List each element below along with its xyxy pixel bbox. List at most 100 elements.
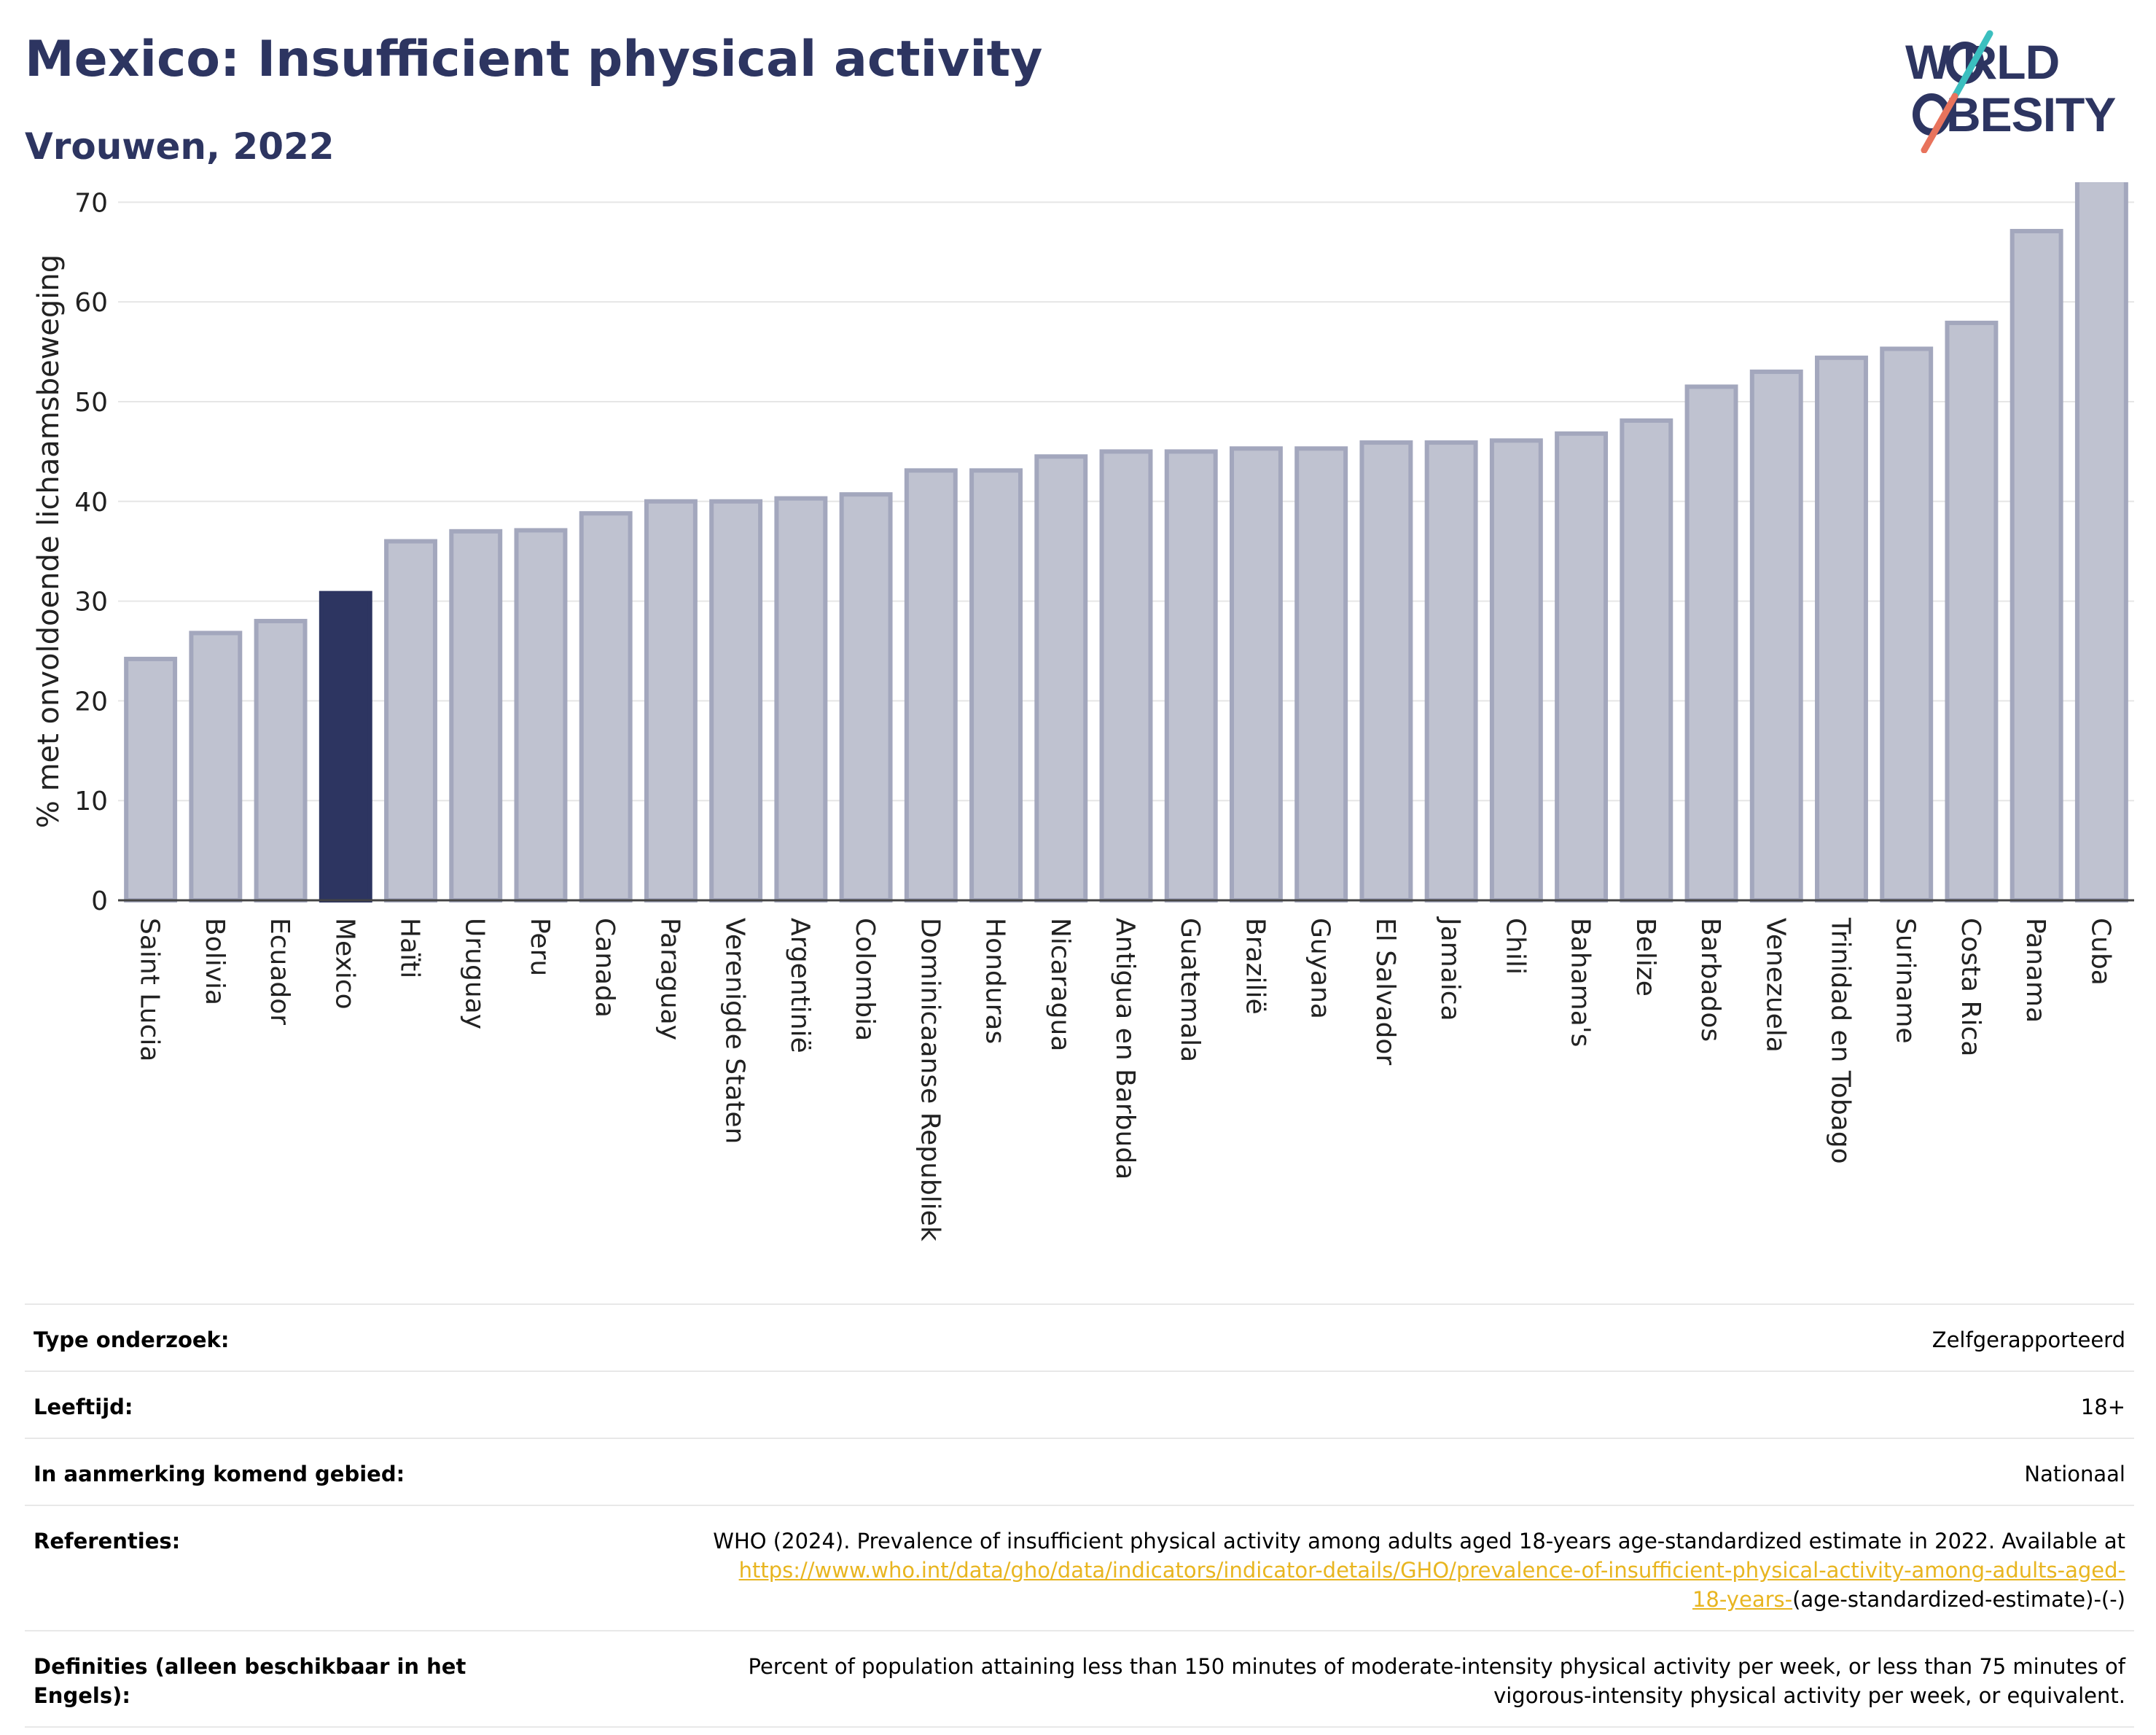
bar-chart: 0 10 20 30 40 50 60 70 % met onvoldoende lichaam… <box>32 182 2134 1241</box>
bar <box>1099 449 1153 902</box>
x-tick-label: Panama <box>2020 918 2050 1023</box>
x-tick-label: Dominicaanse Republiek <box>915 918 945 1241</box>
bar <box>384 539 437 902</box>
x-tick-label: Chili <box>1500 918 1530 975</box>
bar <box>1489 438 1543 902</box>
definitions-label-1: Definities (alleen beschikbaar in het <box>34 1654 466 1679</box>
meta-row-definitions: Definities (alleen beschikbaar in het En… <box>25 1630 2134 1728</box>
references-value: WHO (2024). Prevalence of insufficient p… <box>494 1505 2134 1631</box>
bar <box>644 499 698 902</box>
bar <box>709 499 763 902</box>
meta-value: Zelfgerapporteerd <box>494 1303 2134 1372</box>
x-tick-label: Costa Rica <box>1956 918 1985 1056</box>
meta-label: Referenties: <box>25 1505 494 1631</box>
page-subtitle: Vrouwen, 2022 <box>25 125 335 168</box>
bar <box>449 529 503 902</box>
x-tick-label: Jamaica <box>1435 916 1465 1021</box>
meta-label: Type onderzoek: <box>25 1303 494 1372</box>
x-tick-label: Guyana <box>1305 918 1335 1019</box>
bar <box>124 656 178 902</box>
y-tick-label: 10 <box>74 787 108 816</box>
y-axis-label: % met onvoldoende lichaamsbeweging <box>32 254 66 828</box>
x-tick-label: Argentinië <box>785 918 815 1053</box>
x-tick-label: Trinidad en Tobago <box>1825 917 1855 1164</box>
bar <box>189 631 243 902</box>
meta-label: Leeftijd: <box>25 1371 494 1439</box>
y-tick-label: 50 <box>74 388 108 418</box>
meta-row-age: Leeftijd: 18+ <box>25 1371 2134 1439</box>
bar <box>1294 446 1348 903</box>
definitions-label-2: Engels): <box>34 1683 130 1708</box>
definitions-text-1: Percent of population attaining less tha… <box>748 1654 2125 1679</box>
bar <box>904 468 958 902</box>
x-tick-label: Antigua en Barbuda <box>1110 918 1140 1180</box>
definitions-text-2: vigorous-intensity physical activity per… <box>1493 1683 2125 1708</box>
bar <box>319 590 372 903</box>
x-tick-label: Colombia <box>850 918 880 1041</box>
bar <box>1749 369 1803 902</box>
y-tick-label: 60 <box>74 288 108 318</box>
bar <box>839 492 893 902</box>
meta-row-area: In aanmerking komend gebied: Nationaal <box>25 1438 2134 1506</box>
x-tick-label: Guatemala <box>1175 918 1205 1062</box>
bar <box>579 511 633 902</box>
bar <box>1684 384 1738 902</box>
x-tick-label: Venezuela <box>1760 918 1790 1053</box>
x-tick-label: Cuba <box>2085 918 2115 986</box>
logo-slash-coral <box>1921 93 1958 153</box>
metadata-table: Type onderzoek: Zelfgerapporteerd Leefti… <box>25 1303 2134 1728</box>
y-tick-label: 40 <box>74 488 108 518</box>
x-tick-label: Bahama's <box>1566 918 1595 1047</box>
references-link-1[interactable]: https://www.who.int/data/gho/data/indica… <box>738 1558 2125 1583</box>
bar <box>514 528 568 902</box>
logo-slash-teal <box>1951 30 1993 100</box>
y-tick-label: 30 <box>74 588 108 617</box>
definitions-label: Definities (alleen beschikbaar in het En… <box>25 1630 494 1728</box>
bar <box>1945 320 1999 903</box>
references-link-2[interactable]: 18-years- <box>1692 1587 1793 1612</box>
y-tick-label: 70 <box>74 188 108 218</box>
x-tick-label: Canada <box>590 918 620 1018</box>
bar <box>969 468 1023 902</box>
page-title: Mexico: Insufficient physical activity <box>25 31 1043 88</box>
bar <box>1424 440 1478 902</box>
bar <box>1620 418 1673 902</box>
meta-row-references: Referenties: WHO (2024). Prevalence of i… <box>25 1505 2134 1631</box>
bar <box>1164 449 1218 902</box>
x-tick-label: Peru <box>525 918 555 976</box>
bar <box>1555 431 1609 902</box>
x-tick-label: Haïti <box>395 918 425 978</box>
x-tick-label: Barbados <box>1695 918 1725 1042</box>
meta-row-type: Type onderzoek: Zelfgerapporteerd <box>25 1303 2134 1372</box>
x-tick-label: Saint Lucia <box>135 918 165 1061</box>
y-tick-label: 20 <box>74 687 108 717</box>
x-tick-label: Nicaragua <box>1045 918 1075 1051</box>
x-tick-label: Bolivia <box>200 918 230 1005</box>
x-tick-label: Mexico <box>329 918 359 1010</box>
x-tick-label: Ecuador <box>265 918 294 1025</box>
world-obesity-logo: W RLD BESITY <box>1905 30 2116 153</box>
bar <box>2074 182 2128 902</box>
x-tick-label: Verenigde Staten <box>720 918 750 1144</box>
x-tick-label: Paraguay <box>655 918 684 1040</box>
y-tick-label: 0 <box>91 886 108 916</box>
meta-value: Nationaal <box>494 1438 2134 1506</box>
x-tick-label: Brazilië <box>1240 918 1270 1015</box>
bar <box>1229 446 1283 903</box>
bar <box>254 618 308 902</box>
logo-line2: BESITY <box>1946 87 2115 141</box>
x-tick-label: El Salvador <box>1370 918 1400 1065</box>
meta-label: In aanmerking komend gebied: <box>25 1438 494 1506</box>
bar <box>1359 440 1413 902</box>
bar <box>1880 346 1934 902</box>
references-text: WHO (2024). Prevalence of insufficient p… <box>713 1529 2125 1553</box>
bar <box>2009 229 2063 902</box>
x-tick-label: Belize <box>1630 918 1660 997</box>
bar <box>1034 454 1088 902</box>
x-tick-label: Suriname <box>1891 918 1921 1044</box>
meta-value: 18+ <box>494 1371 2134 1439</box>
bar <box>774 496 828 903</box>
bar <box>1815 355 1868 902</box>
x-tick-label: Honduras <box>980 918 1010 1044</box>
definitions-value: Percent of population attaining less tha… <box>494 1630 2134 1728</box>
